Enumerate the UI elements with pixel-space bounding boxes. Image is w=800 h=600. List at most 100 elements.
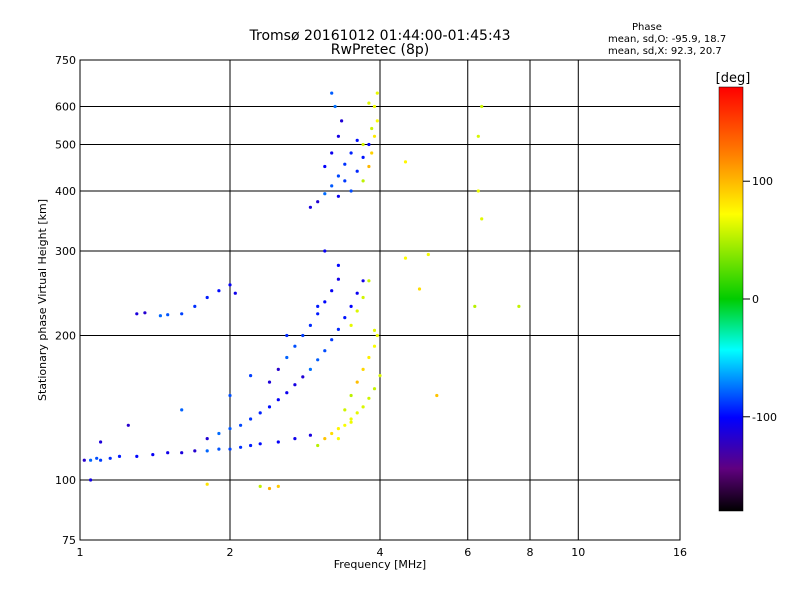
- scatter-point-o: [95, 456, 99, 460]
- x-tick-label: 16: [673, 546, 687, 559]
- scatter-point-o: [89, 478, 93, 482]
- scatter-point-o: [330, 184, 334, 188]
- x-tick-label: 8: [527, 546, 534, 559]
- scatter-point-o: [293, 344, 297, 348]
- scatter-point-x: [361, 295, 365, 300]
- scatter-point-o: [316, 200, 320, 204]
- x-tick-label: 4: [377, 546, 384, 559]
- scatter-point-x: [276, 484, 280, 488]
- scatter-point-o: [276, 367, 280, 371]
- x-tick-label: 1: [77, 546, 84, 559]
- scatter-point-o: [276, 398, 280, 402]
- scatter-point-o: [355, 291, 359, 295]
- scatter-point-x: [403, 256, 408, 260]
- scatter-point-o: [308, 367, 312, 371]
- scatter-point-x: [480, 104, 484, 109]
- scatter-point-x: [476, 134, 480, 138]
- phase-label: Phase: [632, 22, 662, 33]
- scatter-point-o: [293, 437, 297, 441]
- scatter-point-x: [375, 333, 379, 338]
- scatter-point-o: [258, 442, 262, 446]
- scatter-point-o: [285, 333, 289, 338]
- scatter-point-x: [361, 367, 365, 371]
- scatter-point-o: [82, 458, 86, 462]
- scatter-point-x: [372, 104, 377, 109]
- y-tick-label: 75: [62, 534, 76, 547]
- scatter-point-o: [343, 316, 347, 320]
- scatter-point-o: [135, 454, 139, 458]
- scatter-point-x: [370, 126, 374, 131]
- scatter-point-o: [99, 458, 103, 462]
- scatter-point-o: [228, 427, 232, 431]
- scatter-point-x: [480, 217, 484, 221]
- scatter-point-x: [349, 417, 353, 421]
- scatter-point-x: [473, 304, 477, 308]
- scatter-point-x: [361, 405, 365, 409]
- scatter-point-x: [330, 431, 334, 436]
- scatter-point-x: [355, 411, 359, 415]
- scatter-point-o: [217, 289, 221, 293]
- colorbar-tick-label: 100: [752, 175, 773, 188]
- x-axis-label: Frequency [MHz]: [334, 558, 426, 571]
- scatter-point-x: [375, 91, 379, 95]
- scatter-point-o: [249, 417, 253, 421]
- scatter-point-o: [349, 189, 353, 193]
- scatter-point-x: [435, 393, 439, 398]
- scatter-point-o: [336, 263, 340, 267]
- scatter-point-o: [355, 169, 359, 173]
- scatter-point-o: [228, 283, 232, 287]
- y-tick-label: 400: [55, 185, 76, 198]
- phase-stats-x: mean, sd,X: 92.3, 20.7: [608, 46, 722, 57]
- scatter-point-o: [308, 205, 312, 209]
- scatter-point-o: [323, 249, 327, 253]
- scatter-point-o: [249, 374, 253, 378]
- scatter-point-o: [108, 456, 112, 460]
- scatter-point-o: [158, 314, 162, 318]
- scatter-point-o: [180, 451, 184, 455]
- scatter-point-x: [378, 374, 382, 378]
- scatter-point-x: [355, 380, 359, 384]
- scatter-point-o: [301, 333, 305, 338]
- scatter-point-o: [293, 383, 297, 387]
- scatter-point-o: [316, 358, 320, 362]
- scatter-point-o: [193, 449, 197, 453]
- scatter-point-o: [316, 312, 320, 316]
- scatter-point-x: [375, 119, 379, 123]
- y-tick-label: 300: [55, 245, 76, 258]
- scatter-point-o: [180, 408, 184, 412]
- scatter-point-o: [239, 445, 243, 449]
- scatter-point-o: [333, 104, 337, 109]
- scatter-point-o: [330, 151, 334, 155]
- scatter-point-o: [330, 91, 334, 95]
- colorbar-tick-label: 0: [752, 293, 759, 306]
- scatter-point-o: [336, 277, 340, 281]
- scatter-point-x: [417, 287, 422, 291]
- y-axis-label: Stationary phase Virtual Height [km]: [36, 199, 49, 401]
- scatter-point-o: [205, 449, 209, 453]
- scatter-point-o: [166, 451, 170, 455]
- scatter-point-o: [117, 454, 122, 458]
- scatter-point-o: [340, 119, 344, 123]
- scatter-point-x: [355, 309, 359, 313]
- scatter-point-o: [89, 458, 93, 462]
- scatter-point-x: [426, 252, 430, 257]
- scatter-point-o: [267, 405, 272, 409]
- scatter-point-x: [370, 151, 374, 155]
- y-tick-label: 100: [55, 474, 76, 487]
- scatter-point-x: [367, 355, 371, 360]
- scatter-point-o: [276, 440, 280, 444]
- chart-subtitle: RwPretec (8p): [330, 42, 430, 58]
- scatter-point-o: [217, 431, 221, 436]
- scatter-point-x: [336, 437, 340, 441]
- y-tick-label: 600: [55, 101, 76, 114]
- scatter-point-x: [476, 189, 480, 193]
- scatter-point-o: [258, 411, 262, 415]
- scatter-point-o: [135, 312, 139, 316]
- scatter-point-o: [330, 338, 334, 342]
- scatter-point-x: [361, 142, 365, 147]
- scatter-point-o: [285, 391, 289, 395]
- scatter-point-o: [336, 194, 340, 198]
- phase-stats-o: mean, sd,O: -95.9, 18.7: [608, 34, 727, 45]
- scatter-point-o: [323, 164, 327, 169]
- scatter-point-x: [343, 423, 347, 427]
